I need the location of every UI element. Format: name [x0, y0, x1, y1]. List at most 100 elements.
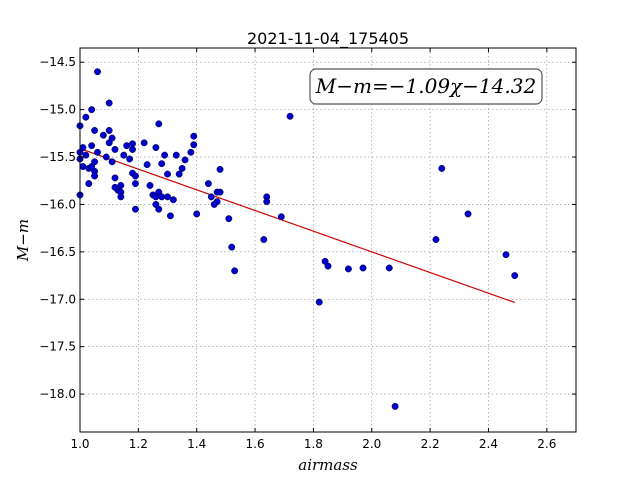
data-point [94, 148, 101, 156]
data-point [129, 146, 136, 153]
x-tick-label: 1.2 [129, 437, 148, 451]
data-point [391, 402, 399, 410]
y-tick-label: −15.0 [39, 103, 76, 117]
y-tick-label: −15.5 [39, 150, 76, 164]
data-point [111, 146, 119, 153]
data-point [105, 127, 113, 134]
data-point [324, 262, 332, 270]
y-tick-label: −14.5 [39, 55, 76, 69]
data-point [120, 151, 128, 159]
data-point [204, 180, 212, 188]
chart-title: 2021-11-04_175405 [247, 29, 409, 49]
y-tick-label: −17.5 [39, 340, 76, 354]
x-tick-label: 1.0 [70, 437, 89, 451]
data-point [131, 172, 139, 180]
data-point [140, 139, 148, 147]
x-axis-label: airmass [298, 456, 358, 474]
ticks-layer [79, 48, 576, 432]
data-point [178, 164, 186, 172]
data-point [216, 188, 224, 196]
data-point [169, 196, 177, 204]
data-point [260, 236, 268, 243]
y-tick-label: −17.0 [39, 292, 76, 306]
equation-text: M−m=−1.09χ−14.32 [315, 74, 536, 98]
data-point [216, 165, 224, 173]
data-point [187, 148, 195, 156]
data-point [164, 170, 171, 178]
data-point [175, 170, 183, 178]
data-point [126, 155, 134, 163]
data-point [82, 113, 90, 121]
data-point [111, 174, 119, 182]
x-tick-label: 2.2 [421, 437, 440, 451]
data-point [315, 298, 323, 306]
data-point [286, 112, 294, 120]
data-point [79, 163, 87, 170]
data-point [158, 160, 166, 168]
data-point [231, 267, 239, 275]
data-point [88, 142, 96, 150]
x-tick-label: 2.0 [362, 437, 381, 451]
points-layer [76, 68, 519, 410]
data-point [190, 132, 198, 140]
tick-labels-layer: 1.0 1.2 1.4 1.6 1.8 2.0 2.2 2.4 2.6 −14.5 −15.0 −15… [39, 55, 556, 451]
x-tick-label: 1.4 [187, 437, 206, 451]
grid-layer [79, 48, 576, 432]
plot-frame [79, 47, 577, 433]
data-point [117, 193, 125, 201]
data-point [164, 193, 171, 201]
data-point [225, 215, 233, 223]
data-point [344, 265, 352, 273]
data-point [161, 151, 169, 159]
data-point [385, 264, 393, 272]
data-point [123, 142, 131, 150]
data-point [82, 151, 90, 159]
y-tick-label: −18.0 [39, 387, 76, 401]
equation-box: M−m=−1.09χ−14.32 [309, 68, 543, 105]
data-point [94, 68, 101, 76]
data-point [277, 213, 285, 221]
data-point [207, 193, 215, 201]
y-tick-label: −16.0 [39, 197, 76, 211]
data-point [438, 164, 446, 172]
data-point [464, 210, 472, 218]
data-point [91, 158, 99, 166]
data-point [190, 141, 198, 149]
fit-layer [79, 147, 515, 304]
data-point [131, 205, 139, 213]
data-point [105, 99, 113, 107]
data-point [181, 156, 189, 164]
y-tick-label: −16.5 [39, 245, 76, 259]
x-tick-label: 2.6 [537, 437, 556, 451]
data-point [108, 134, 116, 142]
data-point [172, 151, 180, 159]
data-point [108, 158, 116, 166]
data-point [158, 193, 166, 201]
data-point [193, 210, 201, 218]
data-point [263, 198, 271, 206]
data-point [166, 212, 174, 220]
data-point [117, 182, 125, 189]
data-point [88, 106, 96, 114]
data-point [143, 161, 151, 169]
data-point [91, 127, 99, 134]
data-point [102, 153, 110, 161]
data-point [131, 180, 139, 188]
equation-box-frame [309, 68, 543, 105]
x-tick-label: 2.4 [479, 437, 498, 451]
data-point [85, 180, 93, 188]
data-point [146, 182, 154, 189]
data-point [502, 251, 510, 259]
x-tick-label: 1.6 [246, 437, 265, 451]
data-point [155, 205, 163, 213]
x-tick-label: 1.8 [304, 437, 323, 451]
y-axis-label: M−m [14, 219, 32, 262]
data-point [152, 144, 160, 152]
data-point [432, 236, 440, 243]
data-point [155, 120, 163, 128]
data-point [99, 131, 107, 139]
data-point [79, 144, 87, 152]
data-point [228, 243, 236, 251]
data-point [91, 172, 99, 180]
